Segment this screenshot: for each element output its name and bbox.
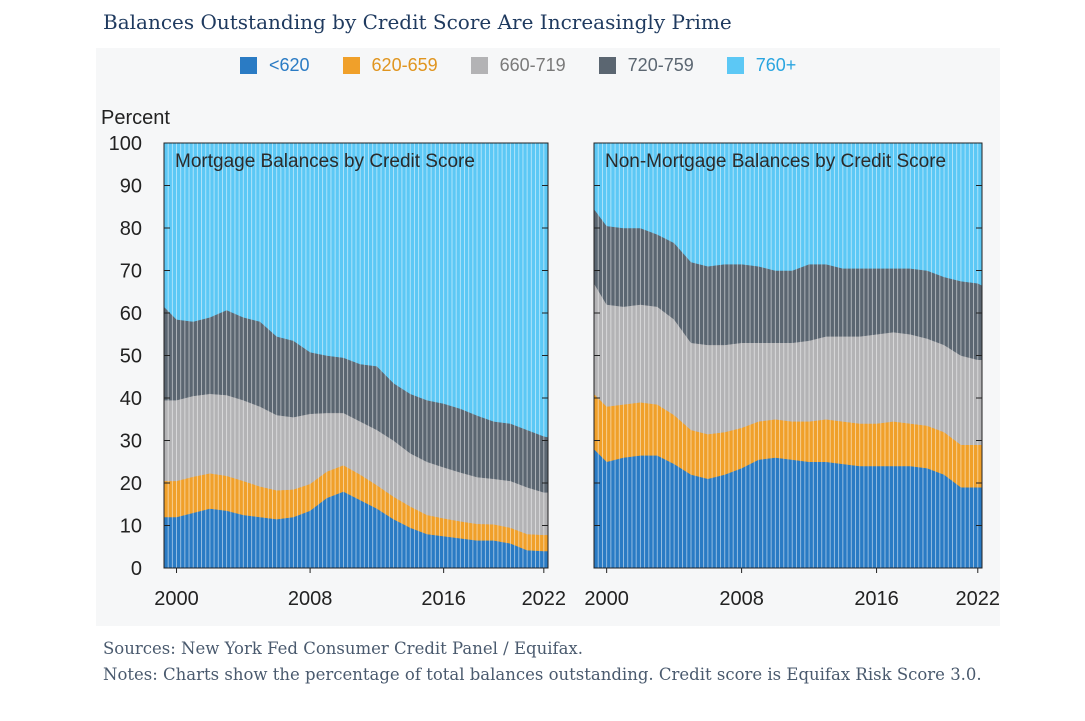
mortgage-panel-title: Mortgage Balances by Credit Score [175,151,475,172]
y-tick-label: 0 [131,558,142,580]
x-tick-label: 2000 [154,588,199,610]
y-tick-label: 50 [120,346,142,368]
y-tick-label: 30 [120,431,142,453]
x-tick-label: 2000 [584,588,629,610]
sources-note: Sources: New York Fed Consumer Credit Pa… [103,639,583,658]
x-tick-label: 2022 [522,588,567,610]
legend-label: 620-659 [371,54,438,75]
x-tick-label: 2016 [854,588,899,610]
legend-item-620-659: 620-659 [342,54,438,76]
notes-text: Notes: Charts show the percentage of tot… [103,665,982,684]
legend: <620 620-659 660-719 720-759 760+ [240,54,829,76]
legend-swatch [240,56,257,74]
y-tick-label: 100 [109,133,142,155]
legend-swatch [470,56,488,74]
y-tick-label: 80 [120,218,142,240]
y-axis-title: Percent [101,107,170,129]
legend-label: <620 [269,54,310,75]
legend-label: 760+ [755,54,797,75]
nonmortgage-panel-title: Non-Mortgage Balances by Credit Score [605,151,946,172]
legend-swatch [598,56,616,74]
notes-block: Sources: New York Fed Consumer Credit Pa… [103,636,1003,688]
legend-label: 660-719 [499,54,566,75]
legend-swatch [726,56,744,74]
legend-swatch [342,56,360,74]
y-tick-label: 70 [120,261,142,283]
legend-item-760-plus: 760+ [726,54,797,76]
x-tick-label: 2008 [288,588,333,610]
legend-item-720-759: 720-759 [598,54,694,76]
y-tick-label: 90 [120,176,142,198]
chart-title: Balances Outstanding by Credit Score Are… [103,10,732,34]
y-tick-label: 10 [120,516,142,538]
legend-item-under-620: <620 [240,55,310,76]
x-tick-label: 2008 [719,588,764,610]
y-tick-label: 60 [120,303,142,325]
legend-label: 720-759 [627,54,694,75]
y-tick-label: 20 [120,473,142,495]
x-tick-label: 2016 [421,588,466,610]
y-tick-label: 40 [120,388,142,410]
legend-item-660-719: 660-719 [470,54,566,76]
x-tick-label: 2022 [956,588,1001,610]
